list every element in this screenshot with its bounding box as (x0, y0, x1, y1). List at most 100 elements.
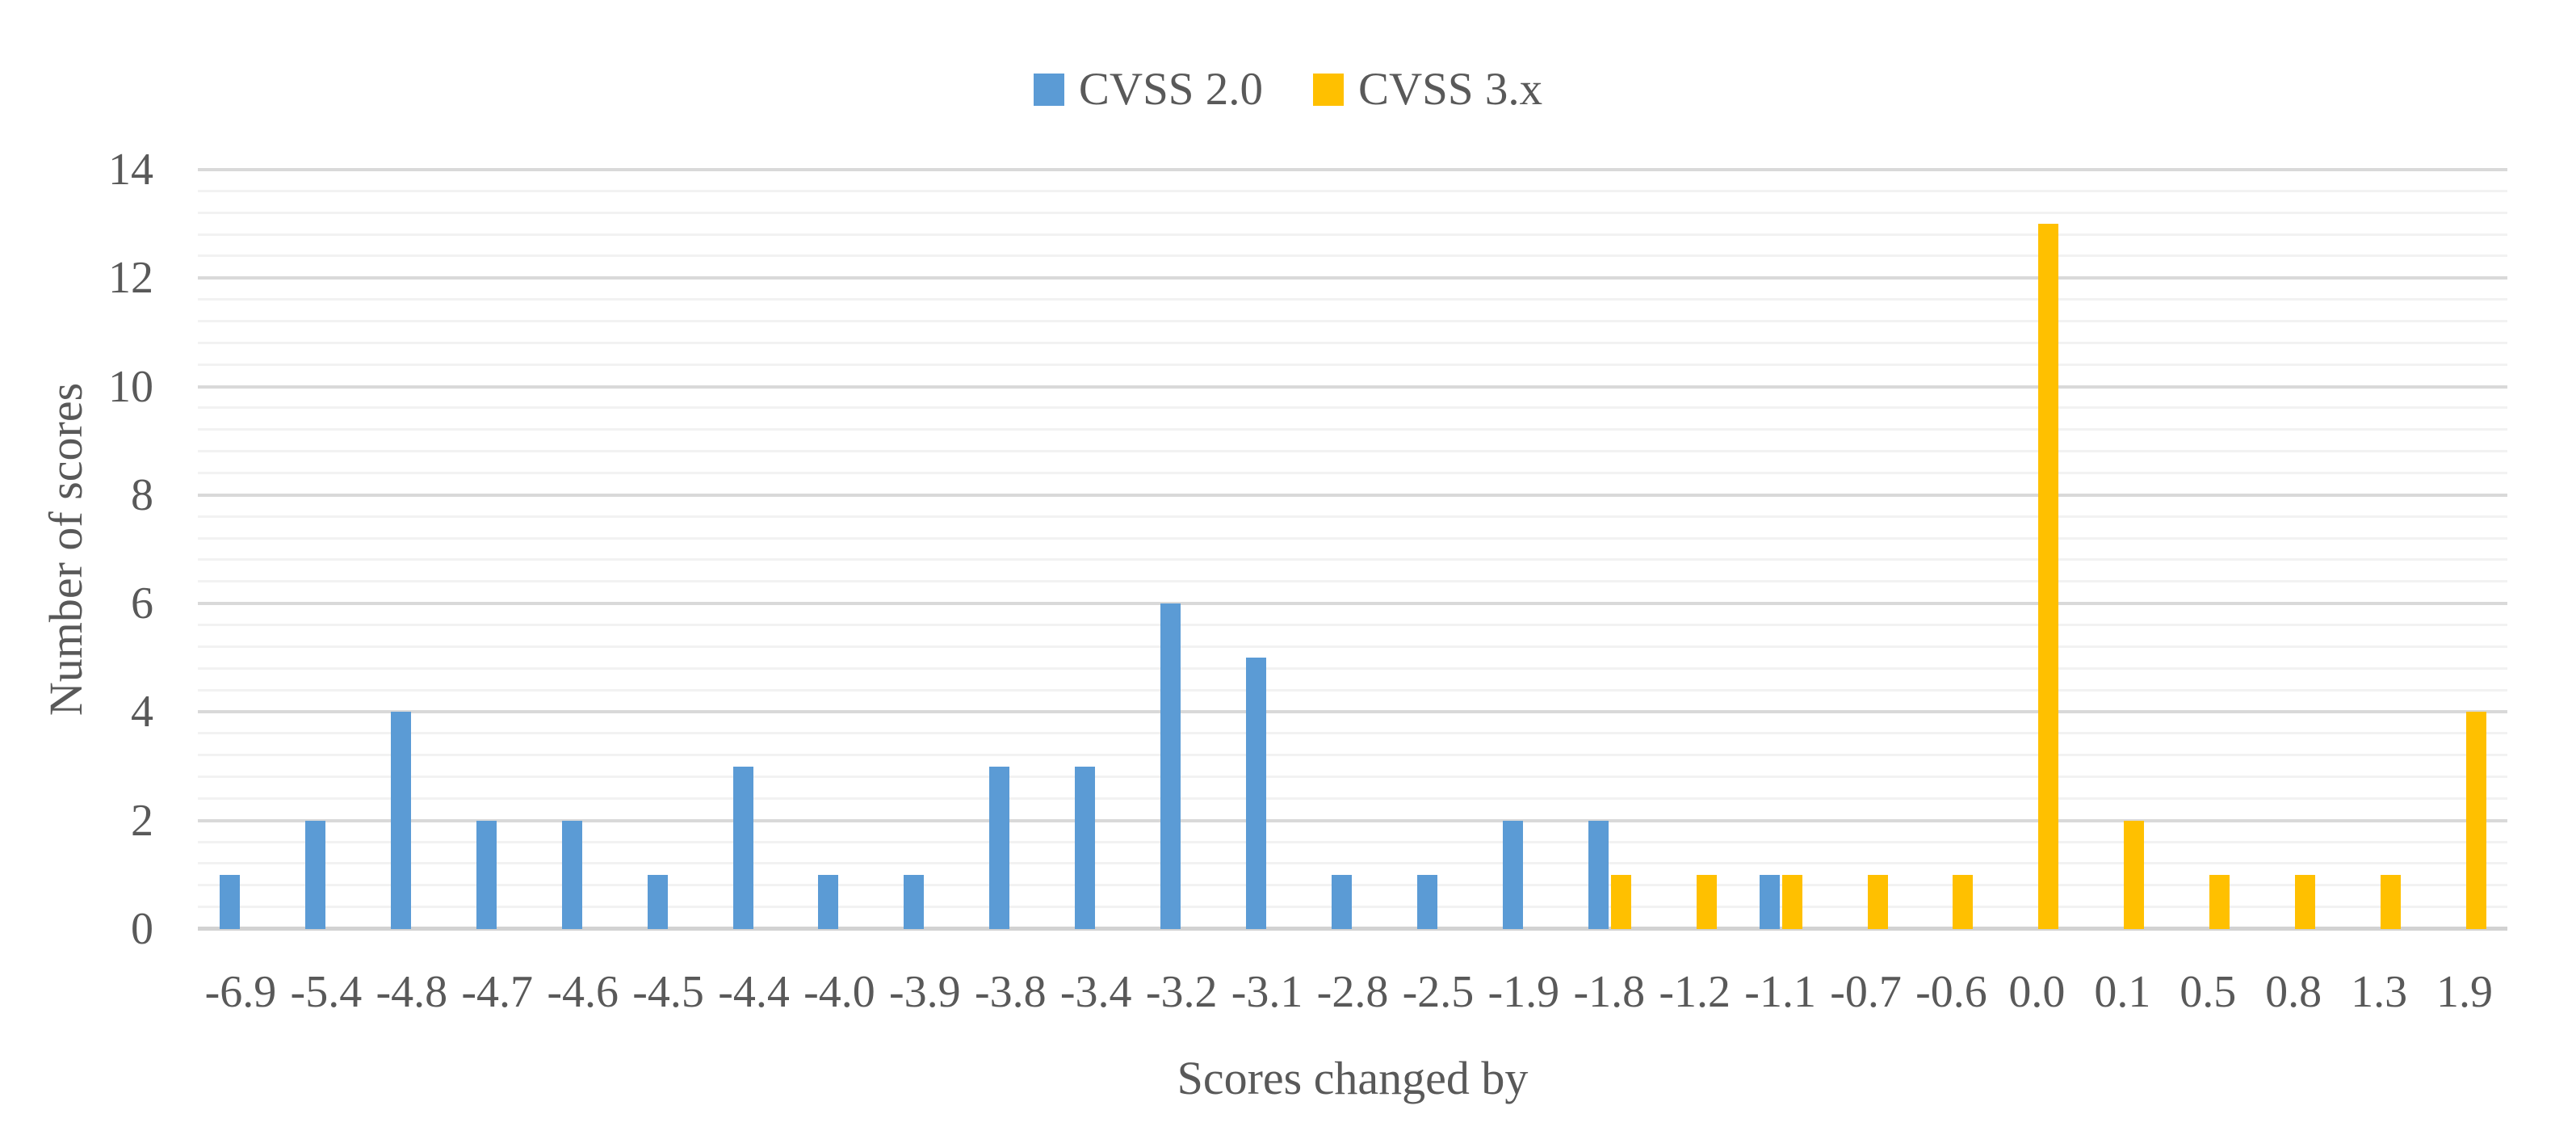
y-tick-label-6: 6 (131, 578, 153, 629)
legend-swatch-cvss-3-x-icon (1313, 73, 1344, 106)
bar-cvss-2-0--3.2 (1160, 603, 1181, 929)
x-category-label--3.1: -3.1 (1231, 967, 1303, 1017)
major-gridline (198, 602, 2507, 606)
bar-cvss-3-x-0.1 (2124, 820, 2145, 929)
chart-legend: CVSS 2.0 CVSS 3.x (0, 66, 2576, 112)
bar-cvss-2-0--5.4 (304, 820, 325, 929)
minor-gridline (198, 666, 2507, 670)
major-gridline (198, 276, 2507, 280)
y-tick-label-0: 0 (131, 904, 153, 954)
x-category-label--4.6: -4.6 (547, 967, 619, 1017)
x-category-label--4.7: -4.7 (461, 967, 534, 1017)
bar-cvss-2-0--3.4 (1075, 766, 1096, 929)
x-category-label--2.8: -2.8 (1316, 967, 1389, 1017)
bar-cvss-2-0--1.9 (1502, 820, 1523, 929)
minor-gridline (198, 862, 2507, 865)
minor-gridline (198, 298, 2507, 301)
major-gridline (198, 818, 2507, 822)
x-axis-line (198, 927, 2507, 931)
minor-gridline (198, 320, 2507, 322)
minor-gridline (198, 732, 2507, 735)
x-category-label--3.9: -3.9 (889, 967, 961, 1017)
bar-cvss-2-0--4.6 (561, 820, 582, 929)
bar-cvss-3-x--1.1 (1781, 874, 1802, 929)
x-category-label--0.7: -0.7 (1830, 967, 1902, 1017)
y-tick-label-14: 14 (108, 145, 153, 195)
x-category-label--6.9: -6.9 (204, 967, 277, 1017)
legend-label-cvss-2-0: CVSS 2.0 (1078, 64, 1263, 115)
bar-cvss-3-x-1.9 (2466, 712, 2487, 929)
bar-cvss-2-0--4.8 (390, 712, 411, 929)
major-gridline (198, 710, 2507, 714)
x-category-label--1.2: -1.2 (1659, 967, 1731, 1017)
legend-swatch-cvss-2-0-icon (1033, 73, 1064, 106)
minor-gridline (198, 515, 2507, 518)
y-tick-label-2: 2 (131, 795, 153, 846)
bar-cvss-3-x--0.6 (1953, 874, 1974, 929)
major-gridline (198, 168, 2507, 171)
bar-cvss-3-x--0.7 (1867, 874, 1888, 929)
bar-cvss-2-0--4.0 (818, 874, 839, 929)
minor-gridline (198, 797, 2507, 800)
minor-gridline (198, 645, 2507, 648)
minor-gridline (198, 472, 2507, 474)
x-category-label-0.0: 0.0 (2008, 967, 2066, 1017)
bar-cvss-2-0--3.9 (904, 874, 925, 929)
plot-area (198, 168, 2507, 931)
x-category-label--5.4: -5.4 (290, 967, 363, 1017)
minor-gridline (198, 776, 2507, 778)
minor-gridline (198, 884, 2507, 887)
bar-cvss-2-0--2.8 (1332, 874, 1352, 929)
bar-cvss-3-x--1.8 (1610, 874, 1631, 929)
y-axis-title: Number of scores (40, 382, 92, 717)
y-tick-label-8: 8 (131, 469, 153, 520)
bar-cvss-2-0--1.1 (1759, 874, 1780, 929)
y-tick-label-4: 4 (131, 687, 153, 738)
bar-cvss-2-0--3.1 (1246, 658, 1267, 929)
legend-label-cvss-3-x: CVSS 3.x (1358, 64, 1543, 115)
minor-gridline (198, 906, 2507, 909)
x-category-label-0.5: 0.5 (2180, 967, 2237, 1017)
x-category-label--1.9: -1.9 (1487, 967, 1560, 1017)
legend-item-cvss-3-x: CVSS 3.x (1313, 66, 1542, 112)
bar-cvss-3-x-0.0 (2038, 224, 2059, 929)
minor-gridline (198, 558, 2507, 561)
x-category-label-0.1: 0.1 (2094, 967, 2151, 1017)
minor-gridline (198, 536, 2507, 540)
bar-cvss-2-0--3.8 (989, 766, 1010, 929)
bar-cvss-3-x-0.5 (2209, 874, 2230, 929)
bar-cvss-2-0--4.5 (647, 874, 668, 929)
bar-cvss-2-0--2.5 (1416, 874, 1437, 929)
minor-gridline (198, 254, 2507, 258)
x-category-label--4.8: -4.8 (375, 967, 448, 1017)
x-category-label--0.6: -0.6 (1915, 967, 1987, 1017)
bar-cvss-3-x-1.3 (2381, 874, 2402, 929)
minor-gridline (198, 580, 2507, 583)
minor-gridline (198, 624, 2507, 626)
y-tick-label-12: 12 (108, 253, 153, 304)
minor-gridline (198, 688, 2507, 692)
x-category-label--1.8: -1.8 (1573, 967, 1646, 1017)
minor-gridline (198, 189, 2507, 192)
bar-cvss-3-x-0.8 (2295, 874, 2316, 929)
x-category-label-1.3: 1.3 (2351, 967, 2408, 1017)
minor-gridline (198, 341, 2507, 344)
bar-cvss-2-0--1.8 (1588, 820, 1609, 929)
minor-gridline (198, 840, 2507, 843)
x-category-label--3.2: -3.2 (1145, 967, 1218, 1017)
x-axis-title: Scores changed by (1177, 1052, 1529, 1104)
x-category-label--4.0: -4.0 (803, 967, 875, 1017)
legend-item-cvss-2-0: CVSS 2.0 (1033, 64, 1263, 115)
minor-gridline (198, 211, 2507, 214)
bar-cvss-2-0--6.9 (219, 874, 240, 929)
x-category-label-1.9: 1.9 (2436, 967, 2494, 1017)
bar-cvss-2-0--4.4 (732, 766, 753, 929)
major-gridline (198, 385, 2507, 389)
bar-cvss-2-0--4.7 (476, 820, 497, 929)
x-category-label--2.5: -2.5 (1402, 967, 1475, 1017)
minor-gridline (198, 363, 2507, 366)
minor-gridline (198, 233, 2507, 236)
major-gridline (198, 493, 2507, 497)
minor-gridline (198, 406, 2507, 410)
